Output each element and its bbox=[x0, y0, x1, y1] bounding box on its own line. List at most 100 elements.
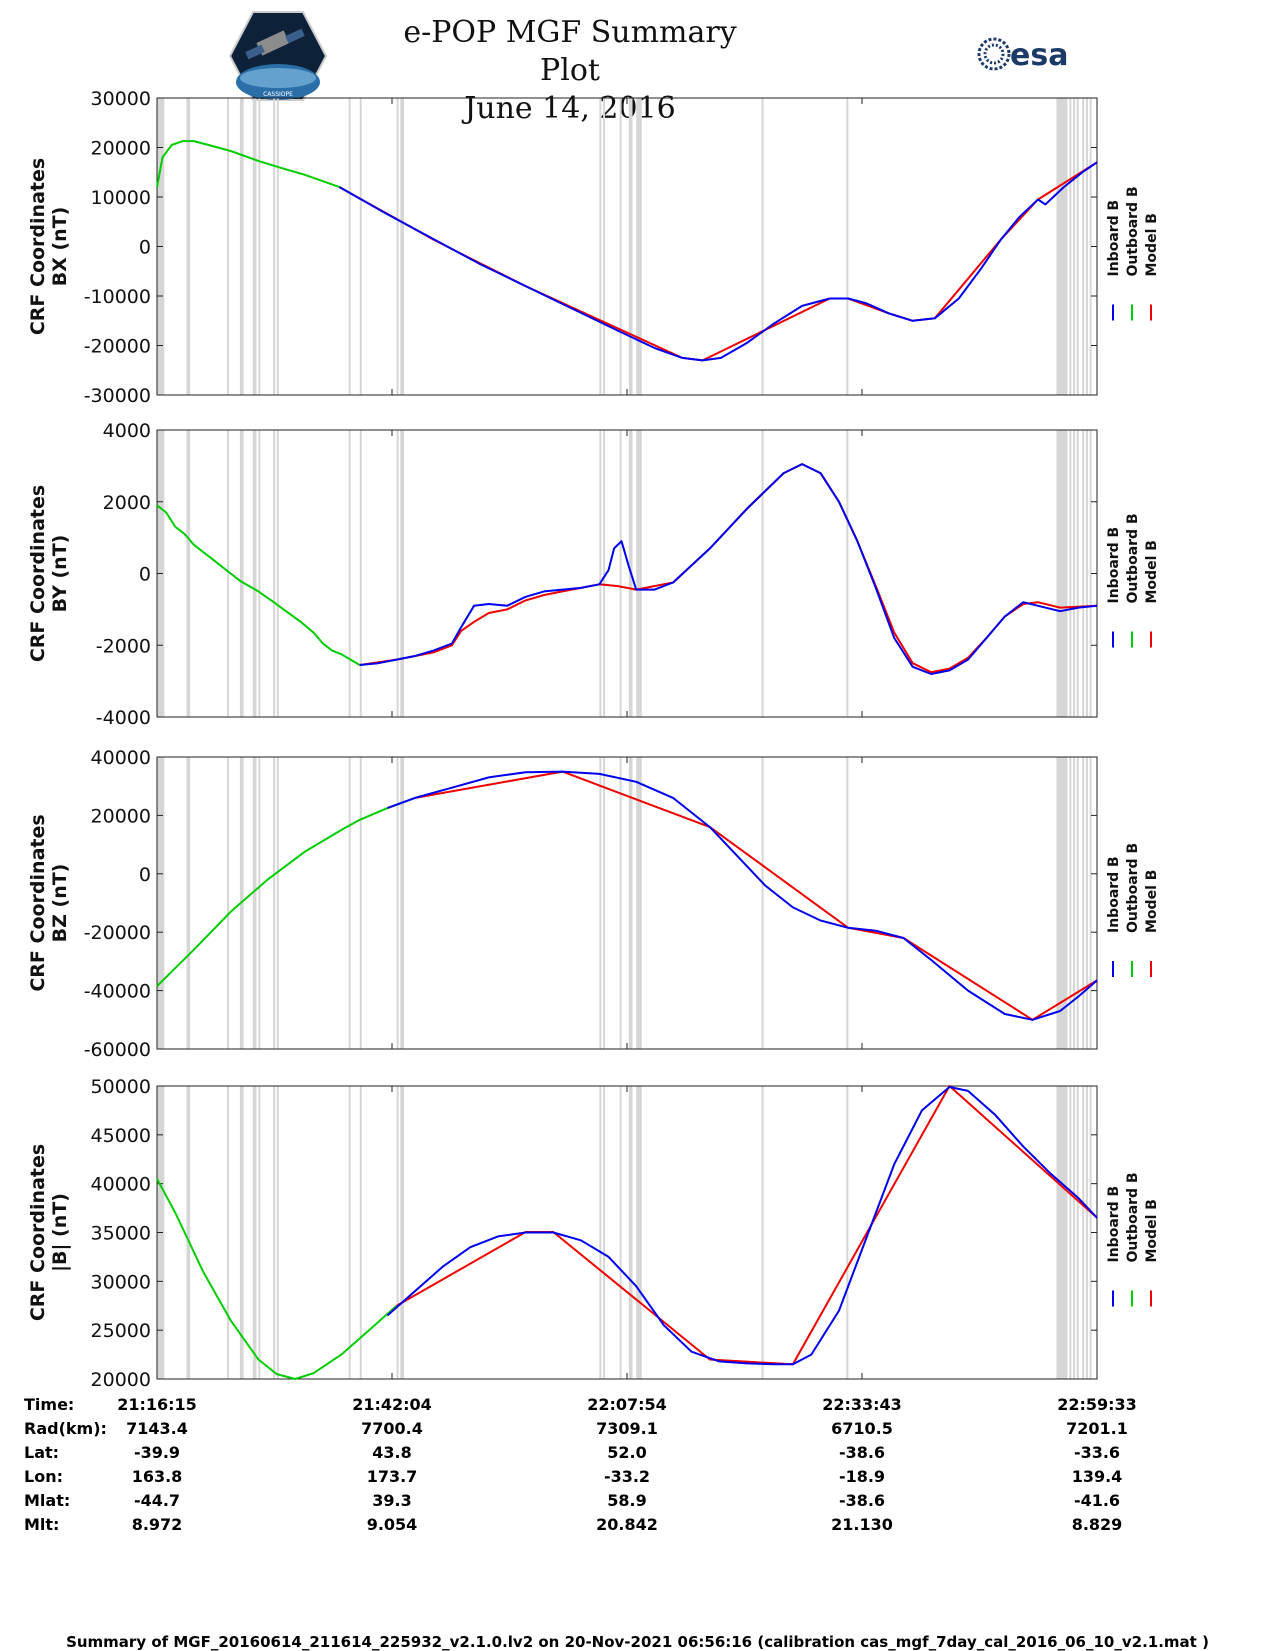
data-gap-band bbox=[252, 757, 257, 1049]
data-gap-band bbox=[1085, 1086, 1088, 1379]
data-gap-band bbox=[628, 1086, 633, 1379]
panel-frame bbox=[156, 97, 1098, 396]
y-tick-label: -20000 bbox=[84, 336, 151, 358]
series-line-outboard bbox=[156, 1178, 398, 1380]
data-gap-band bbox=[761, 98, 764, 395]
ephemeris-value: 7201.1 bbox=[1066, 1419, 1128, 1438]
legend-label: Model B bbox=[1144, 540, 1160, 603]
ephemeris-value: -33.6 bbox=[1074, 1443, 1120, 1462]
legend-label: Model B bbox=[1144, 870, 1160, 933]
ephemeris-value: 52.0 bbox=[607, 1443, 646, 1462]
series-line-model bbox=[414, 770, 1098, 1021]
data-gap-band bbox=[619, 757, 622, 1049]
y-tick-label: -60000 bbox=[84, 1039, 151, 1061]
data-gap-band bbox=[636, 430, 642, 717]
ephemeris-value: -44.7 bbox=[134, 1491, 180, 1510]
data-gap-band bbox=[1085, 98, 1088, 395]
data-gap-band bbox=[846, 757, 849, 1049]
series-line-outboard bbox=[156, 504, 361, 666]
data-gap-band bbox=[359, 1086, 362, 1379]
data-gap-band bbox=[1069, 430, 1072, 717]
ephemeris-value: -38.6 bbox=[839, 1443, 885, 1462]
data-gap-band bbox=[258, 1086, 261, 1379]
data-gap-band bbox=[846, 430, 849, 717]
data-gap-band bbox=[619, 430, 622, 717]
data-gap-band bbox=[761, 1086, 764, 1379]
data-gap-band bbox=[359, 98, 362, 395]
ephemeris-value: 7309.1 bbox=[596, 1419, 658, 1438]
data-gap-band bbox=[1085, 430, 1088, 717]
y-tick-label: -10000 bbox=[84, 286, 151, 308]
legend: Inboard B Outboard B Model B bbox=[1106, 1172, 1160, 1307]
ephemeris-value: 173.7 bbox=[367, 1467, 418, 1486]
data-gap-band bbox=[227, 757, 230, 1049]
y-tick-label: 50000 bbox=[91, 1076, 151, 1098]
ephemeris-value: 20.842 bbox=[596, 1515, 658, 1534]
data-gap-band bbox=[1076, 757, 1079, 1049]
y-tick-label: 35000 bbox=[91, 1223, 151, 1245]
data-gap-band bbox=[273, 98, 276, 395]
data-gap-band bbox=[227, 1086, 230, 1379]
data-gap-band bbox=[396, 757, 399, 1049]
y-tick-label: 2000 bbox=[103, 492, 151, 514]
ephemeris-value: 22:33:43 bbox=[822, 1395, 902, 1414]
y-tick-label: 20000 bbox=[91, 805, 151, 827]
data-gap-band bbox=[276, 1086, 279, 1379]
footer-caption: Summary of MGF_20160614_211614_225932_v2… bbox=[66, 1633, 1209, 1651]
data-gap-band bbox=[396, 98, 399, 395]
data-gap-band bbox=[276, 757, 279, 1049]
ephemeris-value: 22:07:54 bbox=[587, 1395, 667, 1414]
y-tick-label: 30000 bbox=[91, 1271, 151, 1293]
data-gap-band bbox=[252, 430, 257, 717]
series-line-model bbox=[359, 463, 1098, 674]
series-line-model bbox=[396, 1085, 1098, 1366]
data-gap-band bbox=[1056, 1086, 1068, 1379]
data-gap-band bbox=[400, 98, 404, 395]
data-gap-band bbox=[599, 757, 602, 1049]
ephemeris-value: 43.8 bbox=[372, 1443, 411, 1462]
y-axis-label: CRF Coordinates bbox=[27, 158, 49, 335]
data-gap-band bbox=[157, 757, 165, 1049]
legend-label: Outboard B bbox=[1125, 513, 1141, 603]
data-gap-band bbox=[1076, 1086, 1079, 1379]
ephemeris-value: -39.9 bbox=[134, 1443, 180, 1462]
ephemeris-value: 139.4 bbox=[1072, 1467, 1123, 1486]
data-gap-band bbox=[761, 430, 764, 717]
data-gap-band bbox=[1056, 757, 1068, 1049]
data-gap-band bbox=[227, 430, 230, 717]
ephemeris-value: 8.829 bbox=[1072, 1515, 1123, 1534]
y-tick-label: 25000 bbox=[91, 1320, 151, 1342]
data-gap-band bbox=[273, 1086, 276, 1379]
data-gap-band bbox=[599, 98, 602, 395]
y-tick-label: 20000 bbox=[91, 1369, 151, 1391]
y-tick-label: 4000 bbox=[103, 420, 151, 442]
legend-label: Outboard B bbox=[1125, 1172, 1141, 1262]
data-gap-band bbox=[276, 430, 279, 717]
data-gap-band bbox=[619, 98, 622, 395]
legend-label: Model B bbox=[1144, 213, 1160, 276]
data-gap-band bbox=[1073, 1086, 1076, 1379]
ephemeris-row-label: Time: bbox=[24, 1395, 74, 1414]
legend-label: Inboard B bbox=[1106, 1186, 1122, 1263]
data-gap-band bbox=[239, 430, 244, 717]
panel-frame bbox=[156, 756, 1098, 1050]
data-gap-band bbox=[186, 98, 191, 395]
data-gap-band bbox=[186, 430, 191, 717]
data-gap-band bbox=[1069, 98, 1072, 395]
y-tick-label: 40000 bbox=[91, 1174, 151, 1196]
data-gap-band bbox=[599, 1086, 602, 1379]
data-gap-band bbox=[273, 757, 276, 1049]
data-gap-band bbox=[603, 757, 606, 1049]
data-gap-band bbox=[348, 1086, 351, 1379]
data-gap-band bbox=[1082, 430, 1085, 717]
series-line-inboard bbox=[386, 1086, 1098, 1366]
chart-panel-2: 4000 2000 0 -2000 -4000 CRF Coordinates BY (nT… bbox=[27, 420, 1160, 729]
ephemeris-value: 8.972 bbox=[132, 1515, 183, 1534]
data-gap-band bbox=[1085, 757, 1088, 1049]
data-gap-band bbox=[1056, 98, 1068, 395]
data-gap-band bbox=[603, 98, 606, 395]
data-gap-band bbox=[359, 430, 362, 717]
svg-text:CASSIOPE: CASSIOPE bbox=[263, 91, 293, 98]
ephemeris-value: 39.3 bbox=[372, 1491, 411, 1510]
data-gap-band bbox=[1073, 430, 1076, 717]
